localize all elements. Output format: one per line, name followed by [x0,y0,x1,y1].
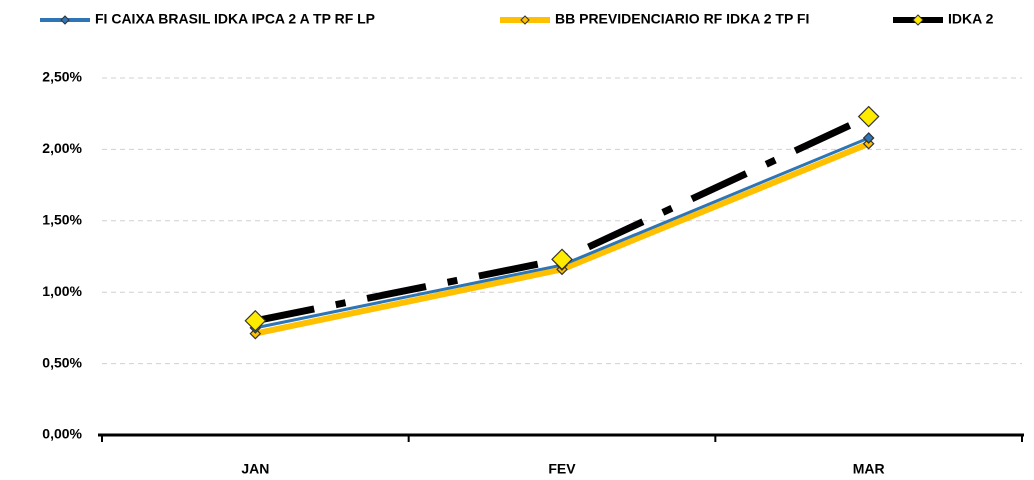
legend-marker [60,15,70,25]
legend-label: FI CAIXA BRASIL IDKA IPCA 2 A TP RF LP [95,11,375,27]
y-tick-label: 1,50% [42,212,82,228]
legend-marker [912,14,924,26]
x-tick-label: FEV [548,461,576,477]
series-marker [862,132,875,144]
legend-label: IDKA 2 [948,11,994,27]
series-marker [551,248,573,271]
y-tick-label: 0,00% [42,426,82,442]
series-marker [857,105,880,128]
y-tick-label: 2,50% [42,69,82,85]
y-tick-label: 2,00% [42,140,82,156]
legend-marker [520,15,530,25]
y-tick-label: 1,00% [42,283,82,299]
series-marker [244,309,267,332]
x-tick-label: MAR [853,461,885,477]
x-tick-label: JAN [241,461,269,477]
legend-label: BB PREVIDENCIARIO RF IDKA 2 TP FI [555,11,809,27]
series-line [255,136,870,330]
series-line [254,140,870,337]
series-line [254,113,871,325]
y-tick-label: 0,50% [42,354,82,370]
